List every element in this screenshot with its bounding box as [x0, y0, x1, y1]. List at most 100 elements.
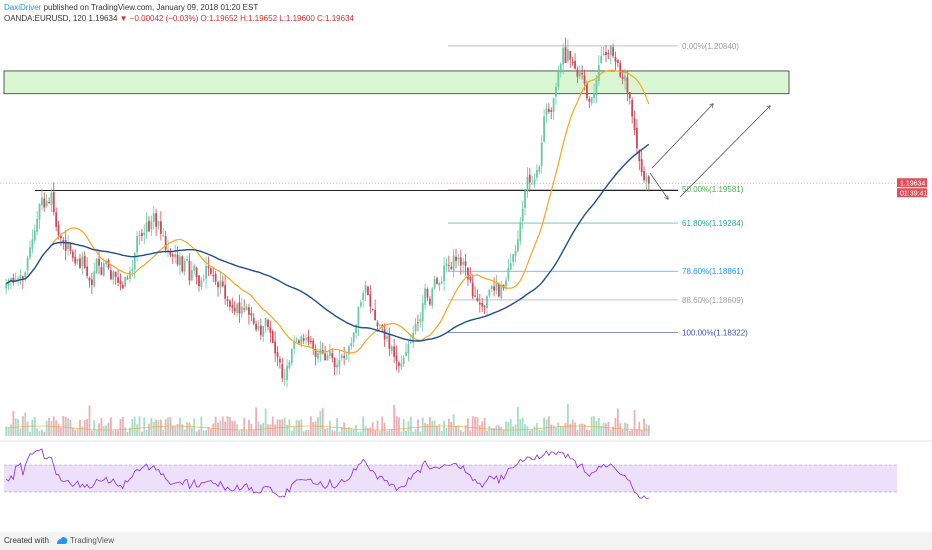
volume-bar	[640, 429, 643, 436]
candle-body	[619, 62, 622, 77]
candle-body	[169, 251, 172, 256]
candle-body	[462, 262, 465, 265]
volume-bar	[193, 418, 196, 436]
candle-body	[55, 212, 58, 227]
candle-body	[569, 51, 572, 60]
fib-level-label: 50.00%(1.19581)	[682, 185, 744, 194]
last-price-tag	[897, 178, 927, 188]
volume-bar	[455, 426, 457, 436]
candle-body	[119, 280, 122, 284]
candle-body	[414, 323, 417, 332]
price-change: ▼ −0.00042 (−0.03%)	[119, 14, 199, 23]
volume-bar	[609, 429, 612, 436]
candle-body	[352, 332, 355, 343]
volume-bar	[38, 430, 41, 436]
volume-bar	[186, 422, 188, 436]
candle-body	[400, 363, 403, 367]
volume-bar	[393, 405, 396, 436]
volume-bar	[405, 430, 407, 436]
rsi-band	[4, 465, 897, 492]
volume-bar	[459, 430, 462, 436]
candle-body	[455, 256, 457, 262]
volume-bar	[33, 416, 36, 436]
volume-bar	[595, 420, 598, 436]
candle-body	[67, 242, 69, 250]
volume-bar	[512, 426, 515, 436]
volume-bar	[152, 421, 155, 436]
candle-body	[476, 297, 479, 301]
author-name[interactable]: DaxiDriver	[4, 3, 42, 12]
volume-bar	[43, 431, 46, 436]
candle-body	[112, 271, 115, 280]
candle-body	[250, 313, 253, 316]
candle-body	[255, 323, 257, 330]
volume-bar	[469, 430, 472, 436]
candle-body	[145, 222, 148, 233]
volume-bar	[374, 430, 377, 436]
volume-bar	[581, 423, 584, 436]
volume-bar	[602, 422, 605, 436]
volume-bar	[612, 426, 615, 436]
volume-bar	[110, 417, 112, 436]
volume-bar	[314, 421, 317, 436]
candle-body	[290, 348, 293, 364]
tradingview-logo-icon	[57, 537, 68, 544]
volume-bar	[107, 422, 110, 436]
volume-bar	[348, 426, 350, 436]
candle-body	[171, 254, 174, 257]
candle-body	[597, 65, 600, 82]
tradingview-brand[interactable]: TradingView	[70, 536, 115, 545]
volume-bar	[286, 424, 288, 436]
volume-bar	[248, 419, 250, 436]
candle-body	[559, 64, 562, 73]
volume-bar	[105, 425, 108, 436]
price-chart[interactable]: 0.00%(1.20840) 50.00%(1.19581) 61.80%(1.19…	[0, 0, 932, 532]
volume-bar	[255, 407, 257, 436]
candle-body	[7, 280, 10, 286]
candle-body	[417, 322, 419, 324]
volume-bar	[505, 421, 507, 436]
candle-body	[209, 268, 212, 274]
volume-bar	[450, 421, 453, 436]
candle-body	[562, 48, 565, 65]
candle-body	[536, 170, 538, 178]
candle-body	[445, 263, 448, 267]
volume-bar	[378, 431, 381, 436]
volume-bar	[464, 425, 467, 436]
volume-bar	[305, 430, 307, 436]
candle-body	[288, 362, 291, 369]
volume-bar	[497, 425, 500, 436]
candle-body	[140, 233, 143, 237]
volume-bar	[100, 417, 103, 436]
candle-body	[402, 357, 405, 365]
candle-body	[340, 355, 343, 359]
volume-bar	[474, 417, 476, 436]
volume-bar	[395, 416, 398, 436]
candle-body	[252, 317, 255, 324]
candle-body	[393, 346, 396, 357]
volume-bar	[621, 429, 624, 436]
candle-body	[424, 288, 426, 305]
volume-bar	[547, 416, 550, 436]
candle-body	[286, 365, 288, 380]
volume-bar	[550, 424, 553, 436]
candle-body	[38, 204, 41, 220]
volume-bar	[88, 405, 91, 436]
candle-body	[398, 362, 400, 366]
candle-body	[350, 343, 353, 347]
candle-body	[614, 56, 617, 62]
candle-body	[426, 288, 429, 298]
candle-body	[540, 142, 543, 166]
volume-bar	[271, 416, 274, 436]
volume-bar	[524, 424, 526, 436]
candle-body	[231, 305, 234, 308]
candle-body	[152, 213, 155, 222]
volume-bar	[364, 426, 367, 436]
volume-bar	[636, 429, 638, 436]
candle-body	[298, 340, 300, 344]
volume-bar	[486, 430, 488, 436]
volume-bar	[536, 423, 538, 436]
volume-bar	[552, 425, 555, 436]
candle-body	[586, 83, 588, 99]
volume-bar	[171, 425, 174, 436]
